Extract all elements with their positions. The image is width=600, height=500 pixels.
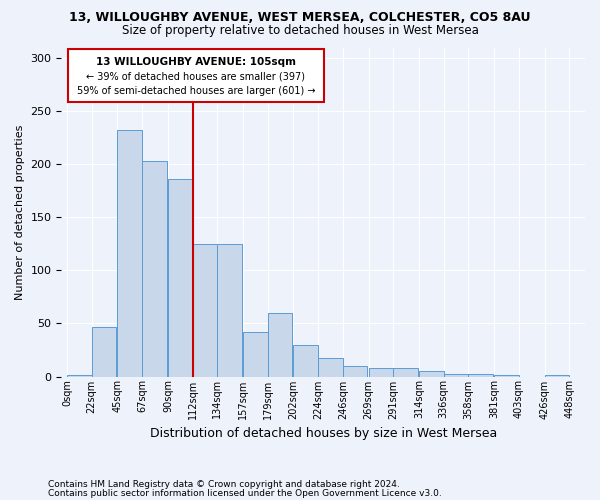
Bar [268, 313, 292, 376]
Text: 59% of semi-detached houses are larger (601) →: 59% of semi-detached houses are larger (… [77, 86, 315, 96]
Bar [168, 179, 193, 376]
Bar [293, 344, 318, 376]
Bar [142, 161, 167, 376]
Bar [92, 326, 116, 376]
Y-axis label: Number of detached properties: Number of detached properties [15, 124, 25, 300]
Bar [217, 244, 242, 376]
X-axis label: Distribution of detached houses by size in West Mersea: Distribution of detached houses by size … [149, 427, 497, 440]
Bar [444, 374, 469, 376]
Bar [419, 371, 444, 376]
Bar [368, 368, 393, 376]
Text: 13, WILLOUGHBY AVENUE, WEST MERSEA, COLCHESTER, CO5 8AU: 13, WILLOUGHBY AVENUE, WEST MERSEA, COLC… [69, 11, 531, 24]
FancyBboxPatch shape [68, 48, 324, 102]
Bar [343, 366, 367, 376]
Bar [193, 244, 217, 376]
Text: 13 WILLOUGHBY AVENUE: 105sqm: 13 WILLOUGHBY AVENUE: 105sqm [96, 57, 296, 67]
Bar [469, 374, 493, 376]
Bar [318, 358, 343, 376]
Text: Contains HM Land Registry data © Crown copyright and database right 2024.: Contains HM Land Registry data © Crown c… [48, 480, 400, 489]
Bar [243, 332, 268, 376]
Text: Size of property relative to detached houses in West Mersea: Size of property relative to detached ho… [122, 24, 478, 37]
Text: Contains public sector information licensed under the Open Government Licence v3: Contains public sector information licen… [48, 488, 442, 498]
Bar [118, 130, 142, 376]
Text: ← 39% of detached houses are smaller (397): ← 39% of detached houses are smaller (39… [86, 72, 305, 82]
Bar [393, 368, 418, 376]
